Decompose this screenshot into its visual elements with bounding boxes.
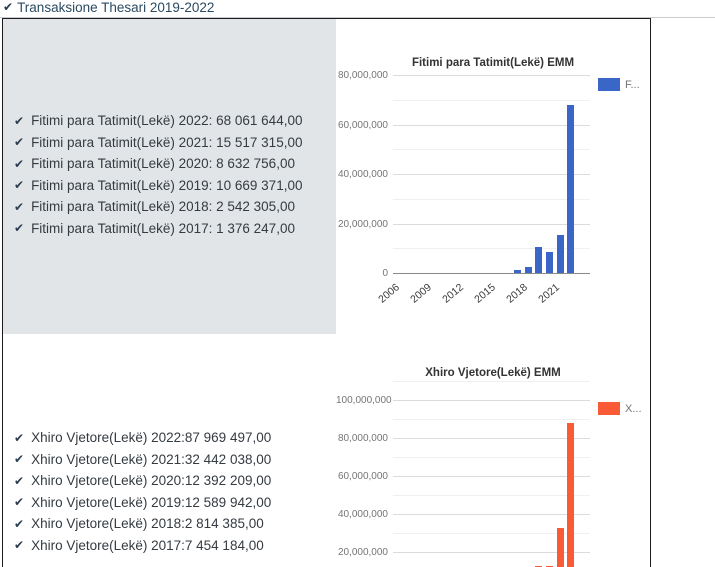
- major-gridline: [393, 400, 590, 401]
- xhiro-chart: Xhiro Vjetore(Lekë) EMM X... 20,000,000 4…: [336, 356, 650, 567]
- x-tick-label: 2015: [472, 281, 498, 306]
- legend-swatch: [598, 78, 620, 91]
- x-tick-label: 2012: [440, 281, 466, 306]
- legend[interactable]: X...: [598, 402, 642, 415]
- y-tick-label: 100,000,000: [336, 395, 392, 406]
- list-item: ✔ Xhiro Vjetore(Lekë) 2019:12 589 942,00: [14, 495, 271, 510]
- check-icon: ✔: [14, 221, 25, 235]
- bar-2020[interactable]: [545, 251, 553, 273]
- chart-title: Fitimi para Tatimit(Lekë) EMM: [411, 57, 575, 69]
- y-tick-label: 60,000,000: [337, 119, 388, 131]
- minor-gridline: [393, 533, 590, 534]
- section-title: Transaksione Thesari 2019-2022: [17, 0, 215, 15]
- list-item-label: Fitimi para Tatimit(Lekë) 2018: 2 542 30…: [31, 199, 295, 214]
- list-item: ✔ Xhiro Vjetore(Lekë) 2017:7 454 184,00: [14, 538, 271, 553]
- minor-gridline: [393, 198, 590, 200]
- y-tick-label: 40,000,000: [337, 169, 388, 180]
- list-item-label: Fitimi para Tatimit(Lekë) 2020: 8 632 75…: [31, 156, 295, 171]
- check-icon: ✔: [3, 0, 14, 14]
- major-gridline: [393, 476, 590, 477]
- y-tick-label: 60,000,000: [337, 471, 388, 482]
- bar-2019[interactable]: [535, 246, 543, 273]
- list-item: ✔ Xhiro Vjetore(Lekë) 2021:32 442 038,00: [14, 452, 271, 467]
- check-icon: ✔: [14, 430, 25, 445]
- y-tick-label: 40,000,000: [337, 509, 388, 520]
- minor-gridline: [393, 381, 590, 382]
- legend-label: F...: [625, 78, 640, 91]
- y-tick-label: 20,000,000: [337, 218, 388, 230]
- minor-gridline: [393, 419, 590, 420]
- minor-gridline: [393, 495, 590, 496]
- list-item: ✔ Xhiro Vjetore(Lekë) 2022:87 969 497,00: [14, 430, 271, 445]
- check-icon: ✔: [14, 452, 25, 466]
- list-item-label: Xhiro Vjetore(Lekë) 2020:12 392 209,00: [31, 473, 272, 488]
- list-item-label: Fitimi para Tatimit(Lekë) 2022: 68 061 6…: [31, 113, 303, 128]
- list-item: ✔ Fitimi para Tatimit(Lekë) 2019: 10 669 …: [14, 178, 302, 193]
- bar-2018[interactable]: [524, 266, 532, 273]
- check-icon: ✔: [14, 538, 25, 552]
- minor-gridline: [393, 149, 590, 151]
- check-icon: ✔: [14, 495, 25, 509]
- x-tick-label: 2021: [536, 281, 562, 306]
- bar-2022[interactable]: [567, 104, 575, 273]
- list-item-label: Xhiro Vjetore(Lekë) 2022:87 969 497,00: [31, 430, 272, 445]
- list-item-label: Xhiro Vjetore(Lekë) 2018:2 814 385,00: [31, 516, 264, 531]
- y-tick-label: 0: [382, 268, 388, 279]
- x-tick-label: 2006: [376, 281, 402, 306]
- fitimi-chart: Fitimi para Tatimit(Lekë) EMM F... 0 20,0…: [336, 19, 650, 334]
- check-icon: ✔: [14, 199, 25, 214]
- section-header[interactable]: ✔ Transaksione Thesari 2019-2022: [0, 0, 715, 18]
- chart-title: Xhiro Vjetore(Lekë) EMM: [425, 367, 561, 379]
- bar-2017[interactable]: [513, 269, 521, 273]
- list-item: ✔ Fitimi para Tatimit(Lekë) 2020: 8 632 7…: [14, 156, 302, 171]
- xhiro-list: ✔ Xhiro Vjetore(Lekë) 2022:87 969 497,00 ✔…: [14, 430, 271, 553]
- list-item: ✔ Fitimi para Tatimit(Lekë) 2017: 1 376 2…: [14, 221, 302, 236]
- major-gridline: [393, 438, 590, 439]
- major-gridline: [393, 75, 590, 76]
- list-item-label: Xhiro Vjetore(Lekë) 2019:12 589 942,00: [31, 494, 272, 510]
- check-icon: ✔: [14, 473, 25, 488]
- check-icon: ✔: [14, 113, 25, 128]
- major-gridline: [393, 223, 590, 225]
- bar-2021[interactable]: [556, 234, 564, 273]
- bar-2021[interactable]: [556, 528, 564, 567]
- check-icon: ✔: [14, 156, 25, 171]
- minor-gridline: [393, 457, 590, 458]
- list-item-label: Xhiro Vjetore(Lekë) 2021:32 442 038,00: [31, 451, 272, 467]
- major-gridline: [393, 552, 590, 553]
- list-item: ✔ Fitimi para Tatimit(Lekë) 2021: 15 517 …: [14, 135, 302, 150]
- check-icon: ✔: [14, 135, 25, 149]
- list-item: ✔ Xhiro Vjetore(Lekë) 2020:12 392 209,00: [14, 473, 271, 488]
- x-tick-label: 2009: [408, 281, 434, 306]
- legend-swatch: [598, 402, 620, 415]
- list-item: ✔ Xhiro Vjetore(Lekë) 2018:2 814 385,00: [14, 516, 271, 531]
- list-item-label: Xhiro Vjetore(Lekë) 2017:7 454 184,00: [31, 537, 264, 553]
- list-item-label: Fitimi para Tatimit(Lekë) 2017: 1 376 24…: [31, 220, 295, 236]
- check-icon: ✔: [14, 178, 25, 192]
- check-icon: ✔: [14, 516, 25, 531]
- x-axis-line: [393, 273, 590, 274]
- y-tick-label: 20,000,000: [337, 547, 388, 558]
- major-gridline: [393, 174, 590, 175]
- fitimi-panel: [3, 19, 336, 334]
- bar-2022[interactable]: [567, 422, 575, 567]
- x-tick-label: 2018: [504, 281, 530, 306]
- list-item-label: Fitimi para Tatimit(Lekë) 2019: 10 669 3…: [31, 177, 303, 193]
- y-tick-label: 80,000,000: [337, 70, 388, 81]
- minor-gridline: [393, 248, 590, 250]
- list-item: ✔ Fitimi para Tatimit(Lekë) 2022: 68 061 …: [14, 113, 302, 128]
- y-tick-label: 80,000,000: [337, 433, 388, 444]
- fitimi-list: ✔ Fitimi para Tatimit(Lekë) 2022: 68 061 …: [14, 113, 302, 236]
- list-item: ✔ Fitimi para Tatimit(Lekë) 2018: 2 542 3…: [14, 199, 302, 214]
- minor-gridline: [393, 99, 590, 101]
- content-container: ✔ Fitimi para Tatimit(Lekë) 2022: 68 061 …: [2, 18, 651, 567]
- legend-label: X...: [625, 402, 642, 415]
- major-gridline: [393, 514, 590, 515]
- legend[interactable]: F...: [598, 78, 640, 91]
- list-item-label: Fitimi para Tatimit(Lekë) 2021: 15 517 3…: [31, 134, 303, 150]
- major-gridline: [393, 124, 590, 126]
